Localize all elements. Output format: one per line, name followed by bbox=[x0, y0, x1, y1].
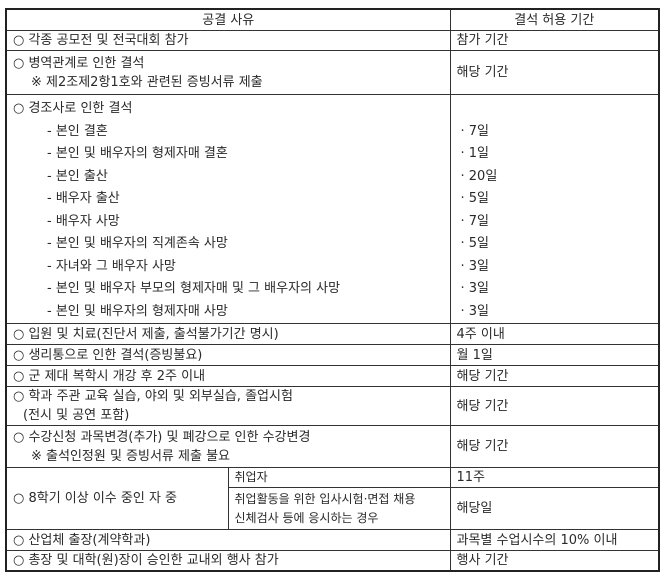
sub-reason-cell: 취업활동을 위한 입사시험·면접 채용 신체검사 등에 응시하는 경우 bbox=[227, 487, 451, 530]
reason-text: ○ 수강신청 과목변경(추가) 및 폐강으로 인한 수강변경 bbox=[13, 429, 311, 445]
sub-period-item: · 3일 bbox=[460, 258, 490, 274]
table-row: ○ 경조사로 인한 결석 - 본인 결혼 - 본인 및 배우자의 형제자매 결혼 -… bbox=[5, 94, 660, 324]
period-cell: 해당일 bbox=[449, 487, 660, 530]
reason-text: ○ 경조사로 인한 결석 bbox=[13, 101, 133, 116]
sub-period-item: · 5일 bbox=[460, 191, 490, 206]
sub-period-item: · 7일 bbox=[460, 213, 490, 229]
table-row: 취업활동을 위한 입사시험·면접 채용 신체검사 등에 응시하는 경우 해당일 bbox=[6, 487, 660, 530]
reason-cell: ○ 생리통으로 인한 결석(증빙불요) bbox=[5, 344, 451, 366]
sub-reason-item: - 본인 결혼 bbox=[47, 123, 108, 139]
sub-reason-item: - 본인 및 배우자의 형제자매 사망 bbox=[47, 303, 228, 319]
sub-reason-item: - 배우자 사망 bbox=[47, 213, 120, 229]
period-cell: 참가 기간 bbox=[449, 30, 660, 51]
reason-cell: ○ 총장 및 대학(원)장이 승인한 교내외 행사 참가 bbox=[5, 550, 451, 572]
reason-cell: ○ 수강신청 과목변경(추가) 및 폐강으로 인한 수강변경 ※ 출석인정원 및… bbox=[5, 425, 451, 468]
reason-note: (전시 및 공연 포함) bbox=[23, 408, 130, 423]
sub-reason-cell: 취업자 bbox=[227, 467, 451, 488]
reason-cell: ○ 입원 및 치료(진단서 제출, 출석불가기간 명시) bbox=[5, 323, 451, 345]
table-row: ○ 군 제대 복학시 개강 후 2주 이내 해당 기간 bbox=[5, 365, 660, 387]
absence-table: 공결 사유 결석 허용 기간 ○ 각종 공모전 및 전국대회 참가 참가 기간 … bbox=[5, 8, 661, 572]
period-cell: 해당 기간 bbox=[449, 50, 660, 95]
period-cell: 해당 기간 bbox=[449, 425, 660, 468]
reason-cell: ○ 산업체 출장(계약학과) bbox=[5, 529, 451, 551]
reason-cell: ○ 학과 주관 교육 실습, 야외 및 외부실습, 졸업시험 (전시 및 공연 … bbox=[5, 386, 451, 426]
sub-period-item: · 7일 bbox=[460, 123, 490, 139]
reason-cell: ○ 경조사로 인한 결석 - 본인 결혼 - 본인 및 배우자의 형제자매 결혼 -… bbox=[5, 94, 451, 324]
sub-period-item: · 1일 bbox=[460, 146, 490, 161]
sub-reason-item: - 배우자 출산 bbox=[47, 191, 120, 206]
table-row: ○ 8학기 이상 이수 중인 자 중 취업자 11주 bbox=[5, 467, 660, 530]
reason-text: ○ 병역관계로 인한 결석 bbox=[13, 55, 145, 71]
reason-note: ※ 제2조제2항1호와 관련된 증빙서류 제출 bbox=[31, 74, 263, 90]
period-cell: 11주 bbox=[449, 467, 660, 488]
sub-reason-item: - 본인 및 배우자 부모의 형제자매 및 그 배우자의 사망 bbox=[47, 281, 341, 296]
reason-text: ○ 학과 주관 교육 실습, 야외 및 외부실습, 졸업시험 bbox=[13, 389, 293, 404]
table-row: ○ 산업체 출장(계약학과) 과목별 수업시수의 10% 이내 bbox=[5, 529, 660, 551]
sub-period-item: · 5일 bbox=[460, 236, 490, 251]
reason-cell: ○ 군 제대 복학시 개강 후 2주 이내 bbox=[5, 365, 451, 387]
table-row: ○ 생리통으로 인한 결석(증빙불요) 월 1일 bbox=[5, 344, 660, 366]
table-header: 공결 사유 결석 허용 기간 bbox=[5, 8, 660, 31]
table-row: ○ 수강신청 과목변경(추가) 및 폐강으로 인한 수강변경 ※ 출석인정원 및… bbox=[5, 425, 660, 468]
table-row: ○ 입원 및 치료(진단서 제출, 출석불가기간 명시) 4주 이내 bbox=[5, 323, 660, 345]
period-cell: 과목별 수업시수의 10% 이내 bbox=[449, 529, 660, 551]
reason-cell: ○ 각종 공모전 및 전국대회 참가 bbox=[5, 30, 451, 51]
period-cell: 해당 기간 bbox=[449, 386, 660, 426]
period-cell: 행사 기간 bbox=[449, 550, 660, 572]
table-row: ○ 각종 공모전 및 전국대회 참가 참가 기간 bbox=[5, 30, 660, 51]
sub-period-item: · 3일 bbox=[460, 281, 490, 296]
header-reason: 공결 사유 bbox=[5, 8, 451, 31]
period-cell: 월 1일 bbox=[449, 344, 660, 366]
sub-period-item: · 20일 bbox=[460, 168, 498, 184]
reason-cell: ○ 병역관계로 인한 결석 ※ 제2조제2항1호와 관련된 증빙서류 제출 bbox=[5, 50, 451, 95]
sub-reason-text: 취업활동을 위한 입사시험·면접 채용 bbox=[234, 491, 416, 506]
sub-reason-item: - 본인 및 배우자의 형제자매 결혼 bbox=[47, 146, 228, 161]
period-cell: · 7일 · 1일 · 20일 · 5일 · 7일 · 5일 · 3일 · 3일 · 3일 bbox=[449, 94, 660, 324]
table-row: ○ 총장 및 대학(원)장이 승인한 교내외 행사 참가 행사 기간 bbox=[5, 550, 660, 572]
sub-reason-item: - 자녀와 그 배우자 사망 bbox=[47, 258, 176, 274]
reason-note: ※ 출석인정원 및 증빙서류 제출 불요 bbox=[31, 448, 230, 464]
sub-period-item: · 3일 bbox=[460, 303, 490, 319]
reason-cell: ○ 8학기 이상 이수 중인 자 중 bbox=[5, 467, 229, 530]
sub-reason-text: 신체검사 등에 응시하는 경우 bbox=[234, 510, 379, 525]
sub-reason-item: - 본인 출산 bbox=[47, 168, 108, 184]
header-period: 결석 허용 기간 bbox=[449, 8, 660, 31]
period-cell: 해당 기간 bbox=[449, 365, 660, 387]
table-row: ○ 학과 주관 교육 실습, 야외 및 외부실습, 졸업시험 (전시 및 공연 … bbox=[5, 386, 660, 426]
period-cell: 4주 이내 bbox=[449, 323, 660, 345]
table-row: ○ 병역관계로 인한 결석 ※ 제2조제2항1호와 관련된 증빙서류 제출 해당… bbox=[5, 50, 660, 95]
sub-reason-item: - 본인 및 배우자의 직계존속 사망 bbox=[47, 236, 228, 251]
